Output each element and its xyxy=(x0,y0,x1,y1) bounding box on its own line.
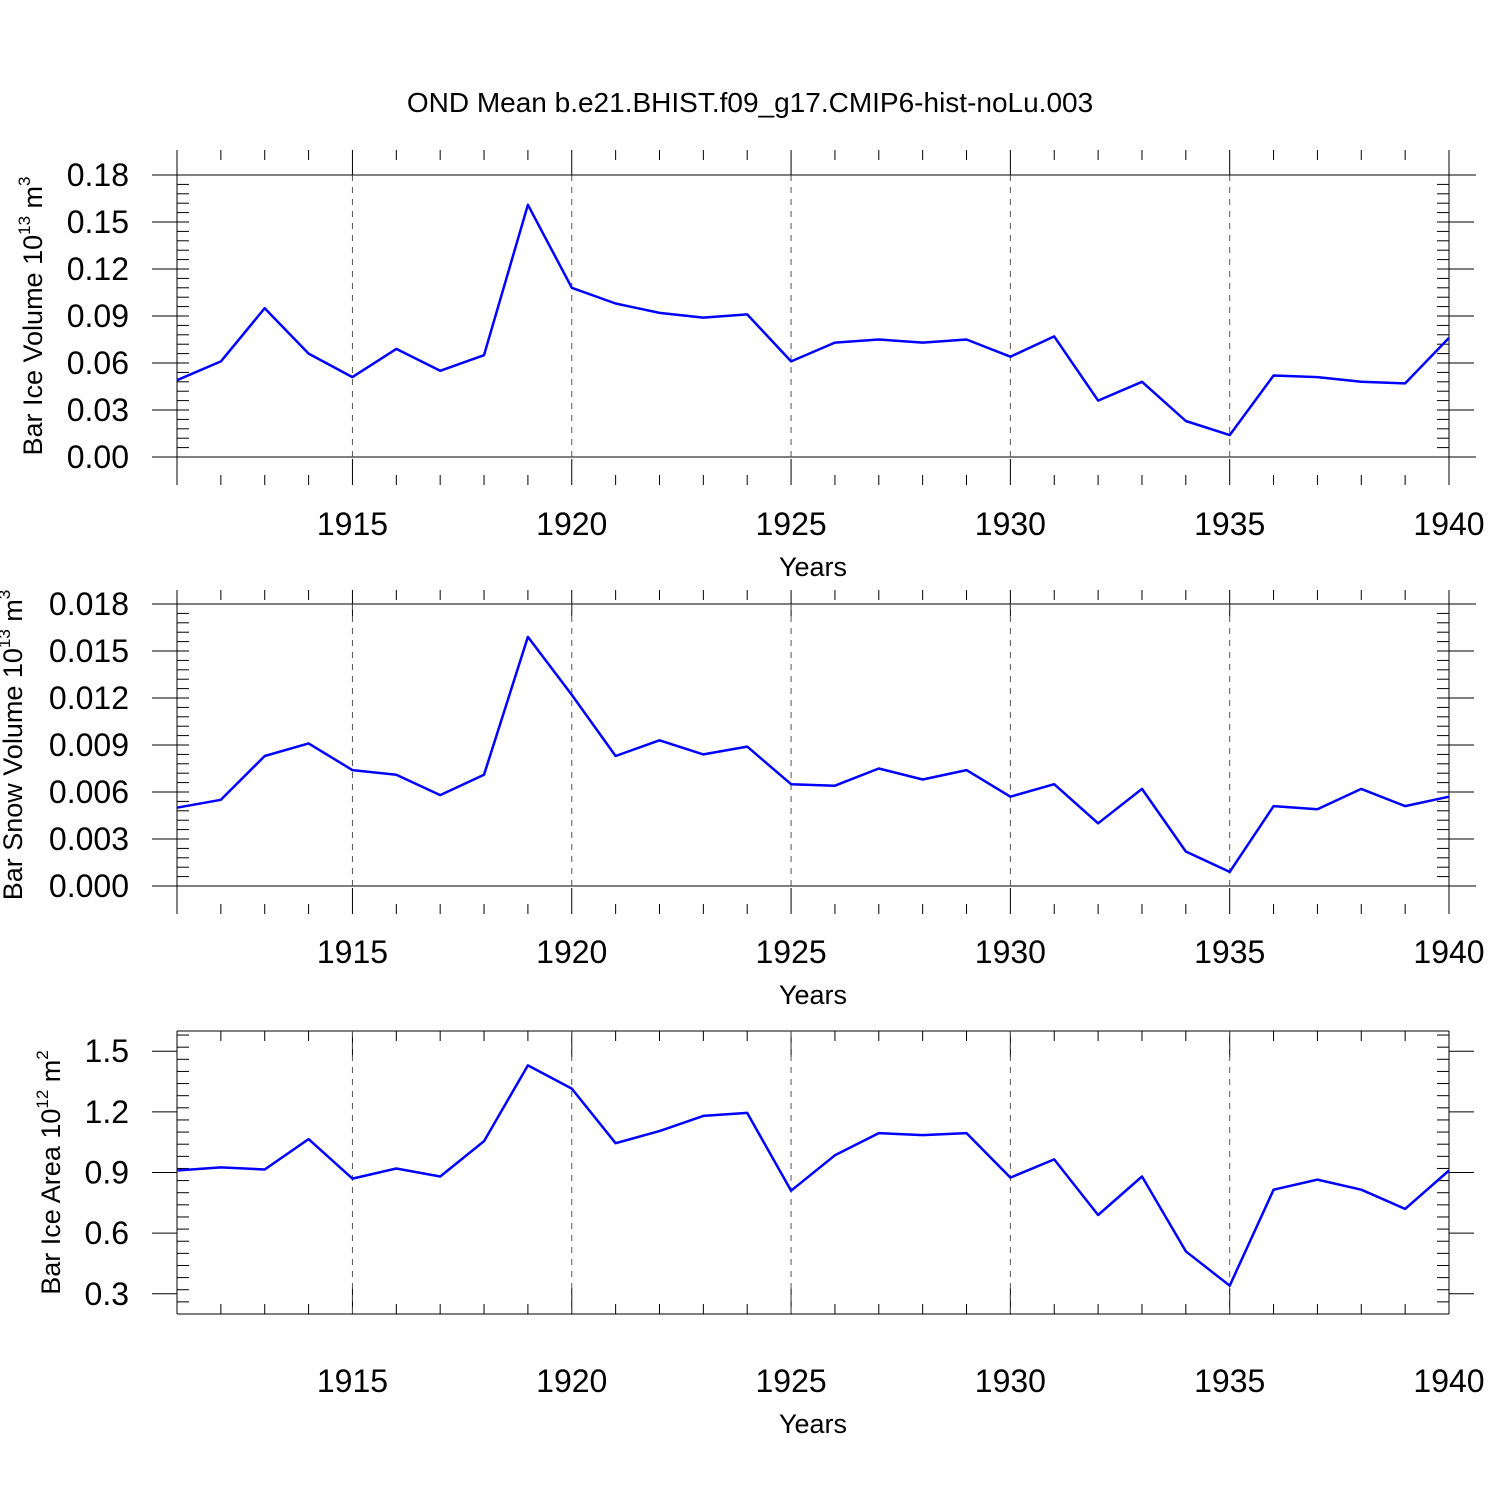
chart-panel-2: 1915 1920 1925 1930 1935 1940 Years 0.000 0.003 0… xyxy=(0,586,1485,1010)
y-axis-title-exponent: 13 xyxy=(15,216,34,235)
y-axis-title-main: Bar Ice Volume 10 xyxy=(18,235,48,456)
y-axis-title-main: Bar Ice Area 10 xyxy=(36,1109,66,1295)
y-tick-label: 0.06 xyxy=(67,345,129,381)
x-tick-label: 1915 xyxy=(317,934,388,970)
x-tick-label: 1930 xyxy=(975,1363,1046,1399)
y-axis-title-unit-exponent: 3 xyxy=(15,176,34,185)
series-line-bar-ice-volume xyxy=(176,203,1450,437)
x-tick-label: 1920 xyxy=(536,506,607,542)
y-axis-title-exponent: 13 xyxy=(0,629,14,648)
y-tick-label: 1.5 xyxy=(85,1033,129,1069)
y-tick-label: 0.009 xyxy=(49,727,129,763)
x-tick-label: 1940 xyxy=(1413,1363,1484,1399)
y-axis-title-unit: m xyxy=(0,599,28,629)
y-tick-label: 0.018 xyxy=(49,586,129,622)
y-tick-label: 0.015 xyxy=(49,633,129,669)
y-axis-title-main: Bar Snow Volume 10 xyxy=(0,648,28,900)
y-tick-label: 1.2 xyxy=(85,1094,129,1130)
x-axis-title: Years xyxy=(779,552,847,582)
y-tick-label: 0.09 xyxy=(67,298,129,334)
figure-title: OND Mean b.e21.BHIST.f09_g17.CMIP6-hist-… xyxy=(407,87,1093,118)
y-axis-title: Bar Ice Volume 1013 m3 xyxy=(15,176,48,455)
y-tick-label: 0.3 xyxy=(85,1276,129,1312)
chart-panel-3: 1915 1920 1925 1930 1935 1940 Years 0.3 0.6 0.9 1.… xyxy=(33,1030,1485,1439)
chart-panel-1: 1915 1920 1925 1930 1935 1940 Years 0.00 0.03 0.0… xyxy=(15,150,1485,582)
y-tick-label: 0.18 xyxy=(67,157,129,193)
x-tick-label: 1925 xyxy=(755,934,826,970)
x-tick-label: 1930 xyxy=(975,934,1046,970)
x-tick-label: 1915 xyxy=(317,506,388,542)
x-tick-label: 1915 xyxy=(317,1363,388,1399)
x-axis-title: Years xyxy=(779,980,847,1010)
y-tick-label: 0.00 xyxy=(67,439,129,475)
x-tick-label: 1930 xyxy=(975,506,1046,542)
y-tick-label: 0.6 xyxy=(85,1215,129,1251)
x-tick-label: 1920 xyxy=(536,934,607,970)
y-tick-label: 0.000 xyxy=(49,868,129,904)
y-tick-label: 0.9 xyxy=(85,1155,129,1191)
y-axis-title: Bar Ice Area 1012 m2 xyxy=(33,1050,66,1295)
x-tick-label: 1935 xyxy=(1194,934,1265,970)
y-axis-title-unit: m xyxy=(18,186,48,216)
y-tick-label: 0.03 xyxy=(67,392,129,428)
y-axis-title: Bar Snow Volume 1013 m3 xyxy=(0,590,28,901)
x-tick-label: 1935 xyxy=(1194,1363,1265,1399)
y-tick-label: 0.003 xyxy=(49,821,129,857)
y-axis-title-exponent: 12 xyxy=(33,1090,52,1109)
x-tick-label: 1920 xyxy=(536,1363,607,1399)
y-axis-title-unit-exponent: 2 xyxy=(33,1050,52,1059)
y-axis-title-unit: m xyxy=(36,1060,66,1090)
y-tick-label: 0.012 xyxy=(49,680,129,716)
y-axis-title-unit-exponent: 3 xyxy=(0,590,14,599)
x-tick-label: 1940 xyxy=(1413,934,1484,970)
x-tick-label: 1935 xyxy=(1194,506,1265,542)
x-axis-title: Years xyxy=(779,1409,847,1439)
x-tick-label: 1925 xyxy=(755,506,826,542)
y-tick-label: 0.15 xyxy=(67,204,129,240)
x-tick-label: 1940 xyxy=(1413,506,1484,542)
x-tick-label: 1925 xyxy=(755,1363,826,1399)
y-tick-label: 0.006 xyxy=(49,774,129,810)
series-line-bar-snow-volume xyxy=(176,635,1450,874)
y-tick-label: 0.12 xyxy=(67,251,129,287)
series-line-bar-ice-area xyxy=(176,1064,1450,1287)
